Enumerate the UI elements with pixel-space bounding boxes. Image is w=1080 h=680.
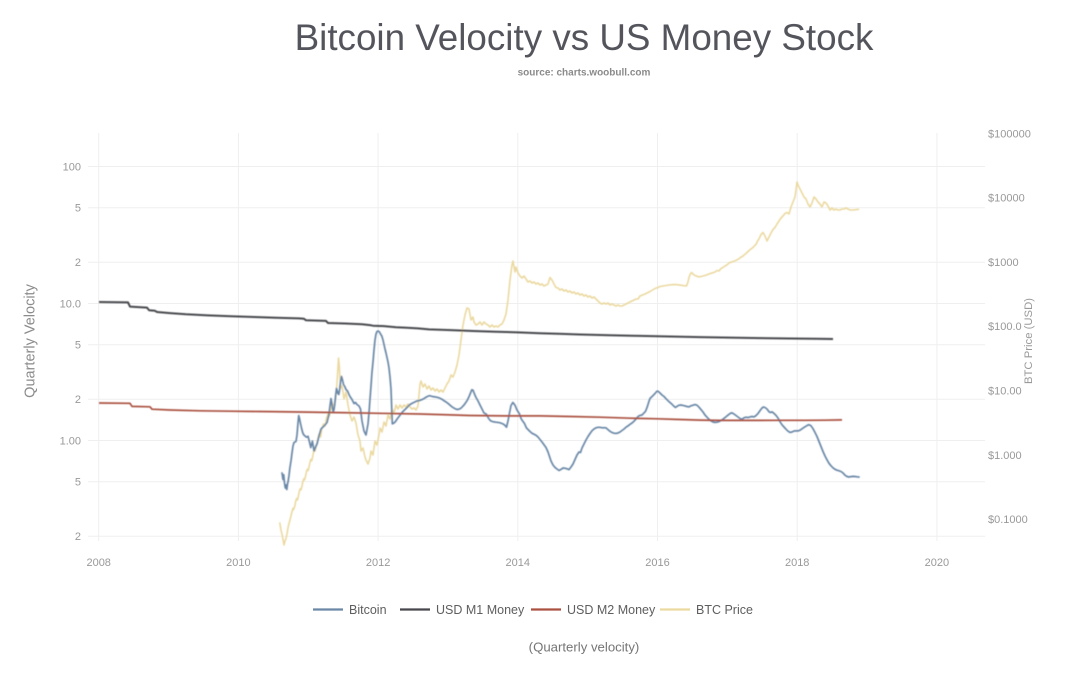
svg-text:2014: 2014	[506, 557, 530, 569]
svg-text:(Quarterly velocity): (Quarterly velocity)	[529, 640, 640, 655]
svg-text:5: 5	[75, 203, 81, 215]
svg-text:source: charts.woobull.com: source: charts.woobull.com	[518, 68, 651, 79]
svg-text:2: 2	[75, 394, 81, 406]
svg-text:$1000: $1000	[988, 257, 1019, 269]
svg-text:100: 100	[63, 161, 81, 173]
svg-text:10.0: 10.0	[60, 298, 81, 310]
svg-text:2016: 2016	[645, 557, 669, 569]
svg-text:Bitcoin: Bitcoin	[349, 603, 387, 617]
svg-text:2018: 2018	[785, 557, 809, 569]
svg-text:Quarterly Velocity: Quarterly Velocity	[23, 283, 39, 397]
svg-text:5: 5	[75, 477, 81, 489]
svg-text:2020: 2020	[925, 557, 949, 569]
svg-text:2: 2	[75, 257, 81, 269]
svg-text:BTC Price (USD): BTC Price (USD)	[1023, 298, 1035, 384]
svg-text:$10.00: $10.00	[988, 386, 1022, 398]
svg-text:USD M2 Money: USD M2 Money	[567, 603, 656, 617]
svg-text:$10000: $10000	[988, 193, 1025, 205]
svg-text:2008: 2008	[86, 557, 110, 569]
svg-text:2012: 2012	[366, 557, 390, 569]
svg-text:5: 5	[75, 340, 81, 352]
svg-text:BTC Price: BTC Price	[696, 603, 753, 617]
svg-text:$100.0: $100.0	[988, 321, 1022, 333]
svg-text:$100000: $100000	[988, 128, 1031, 140]
svg-text:2010: 2010	[226, 557, 250, 569]
svg-text:Bitcoin Velocity vs US Money S: Bitcoin Velocity vs US Money Stock	[295, 17, 874, 58]
svg-text:1.00: 1.00	[60, 435, 81, 447]
svg-text:USD M1 Money: USD M1 Money	[436, 603, 525, 617]
svg-text:2: 2	[75, 531, 81, 543]
svg-text:$0.1000: $0.1000	[988, 514, 1028, 526]
svg-text:$1.000: $1.000	[988, 450, 1022, 462]
